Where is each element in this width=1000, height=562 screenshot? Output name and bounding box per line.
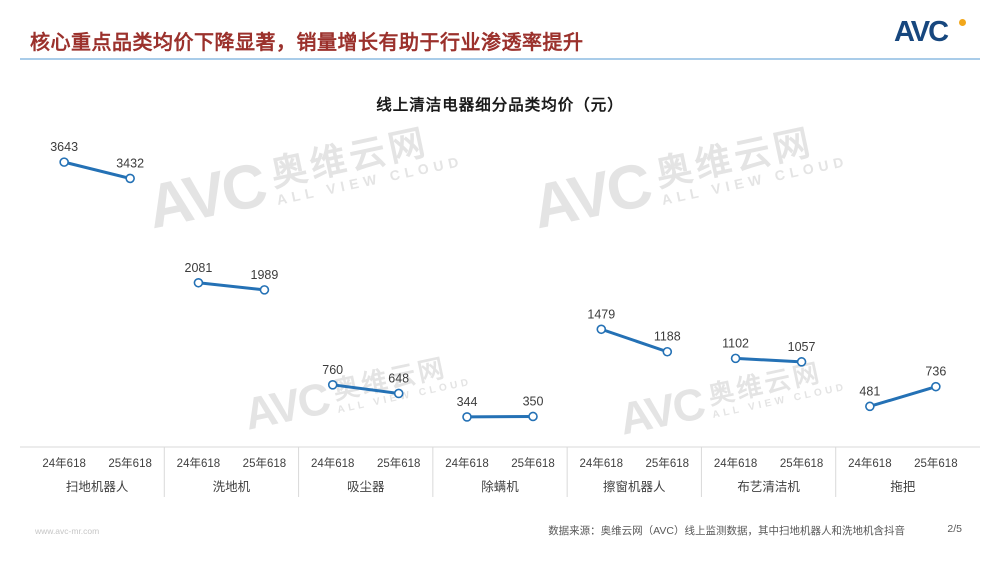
data-point-value-label: 1102 [722, 336, 749, 350]
avc-logo-dot-icon [959, 19, 966, 26]
data-point-value-label: 344 [457, 395, 478, 409]
chart-title: 线上清洁电器细分品类均价（元） [376, 97, 624, 114]
data-point-value-label: 648 [388, 371, 409, 385]
x-axis-tick-label: 24年618 [177, 456, 220, 470]
data-point-marker [931, 381, 941, 392]
header-underline [20, 58, 980, 60]
category-label: 除螨机 [481, 479, 519, 494]
x-axis-tick-label: 24年618 [580, 456, 623, 470]
data-point-marker [259, 285, 270, 295]
data-point-value-label: 1188 [654, 330, 681, 344]
data-point-value-label: 1479 [587, 307, 615, 321]
data-point-marker [327, 379, 338, 390]
x-axis-tick-label: 24年618 [42, 456, 85, 470]
x-axis-tick-label: 24年618 [445, 456, 488, 470]
page-title: 核心重点品类均价下降显著，销量增长有助于行业渗透率提升 [30, 32, 584, 54]
trend-line-segment [734, 356, 804, 364]
category-label: 擦窗机器人 [603, 480, 666, 494]
data-point-marker [865, 401, 875, 412]
data-point-marker [662, 346, 673, 357]
data-point-marker [796, 357, 807, 367]
x-axis-tick-label: 25年618 [780, 456, 823, 470]
data-point-marker [462, 412, 472, 422]
footer-website: www.avc-mr.com [35, 526, 100, 536]
trend-line-segment [196, 281, 266, 292]
data-point-value-label: 760 [322, 363, 343, 377]
category-label: 布艺清洁机 [737, 480, 800, 494]
data-point-value-label: 1057 [788, 340, 816, 354]
data-point-marker [125, 173, 135, 184]
x-axis-tick-label: 25年618 [243, 456, 286, 470]
data-point-marker [528, 411, 538, 422]
data-point-marker [596, 324, 607, 335]
category-label: 吸尘器 [347, 480, 385, 494]
x-axis-tick-label: 25年618 [511, 456, 554, 470]
data-point-value-label: 2081 [185, 261, 213, 275]
avc-logo-text: AVC [894, 16, 949, 48]
data-point-marker [730, 353, 741, 364]
category-label: 扫地机器人 [66, 480, 129, 494]
trend-line-segment [62, 160, 132, 180]
trend-line-segment [599, 327, 669, 354]
data-point-marker [59, 157, 69, 167]
header: 核心重点品类均价下降显著，销量增长有助于行业渗透率提升 AVC [0, 0, 1000, 60]
trend-line-segment [868, 385, 938, 408]
avc-logo: AVC [894, 16, 972, 54]
data-point-marker [393, 388, 404, 399]
x-axis-tick-label: 25年618 [377, 456, 420, 470]
data-point-value-label: 481 [859, 384, 880, 398]
trend-line-segment [331, 383, 401, 395]
category-label: 洗地机 [213, 480, 251, 494]
data-point-value-label: 1989 [251, 268, 279, 282]
x-axis-tick-label: 25年618 [108, 456, 151, 470]
x-axis-tick-label: 25年618 [646, 456, 689, 470]
data-point-value-label: 736 [925, 365, 946, 379]
footer-data-source: 数据来源：奥维云网（AVC）线上监测数据，其中扫地机器人和洗地机含抖音 [548, 525, 905, 537]
x-axis-tick-label: 24年618 [311, 456, 354, 470]
x-axis-tick-label: 25年618 [914, 456, 957, 470]
data-point-value-label: 3432 [116, 156, 144, 170]
data-point-value-label: 350 [523, 394, 544, 408]
data-point-marker [193, 277, 204, 288]
data-point-value-label: 3643 [50, 140, 78, 154]
x-axis-tick-label: 24年618 [848, 456, 891, 470]
footer-page-number: 2/5 [947, 523, 962, 535]
x-axis-tick-label: 24年618 [714, 456, 757, 470]
category-label: 拖把 [890, 480, 916, 494]
